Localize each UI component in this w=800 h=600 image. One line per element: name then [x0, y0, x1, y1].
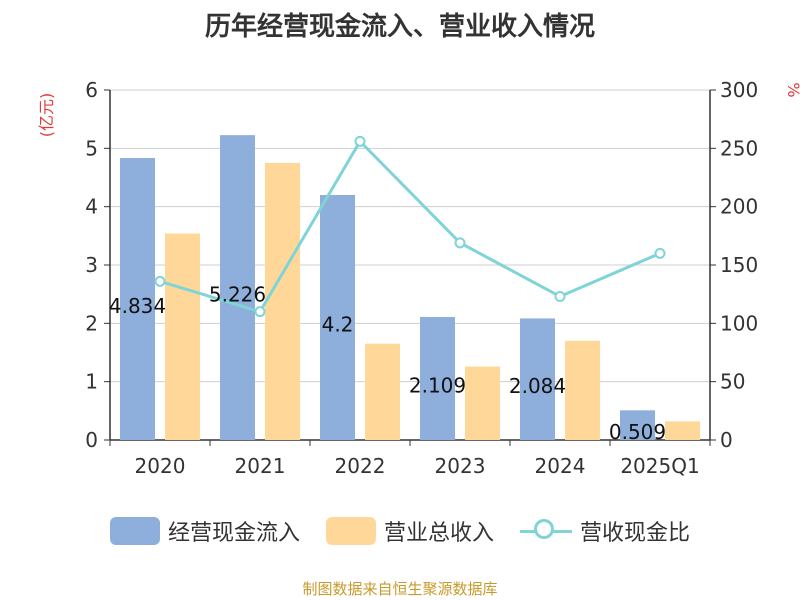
y-left-tick-label: 1 — [85, 370, 98, 394]
data-source-note: 制图数据来自恒生聚源数据库 — [302, 580, 498, 598]
bar-cash-inflow — [120, 158, 155, 440]
bar-revenue — [265, 162, 300, 440]
data-label-cash-inflow: 4.2 — [322, 313, 354, 337]
y-right-tick-label: 200 — [720, 195, 758, 219]
bar-revenue — [665, 421, 700, 440]
legend-swatch-revenue — [325, 517, 376, 545]
y-left-tick-label: 6 — [85, 78, 98, 102]
point-cash-ratio — [254, 306, 266, 318]
y-left-tick-label: 4 — [85, 195, 98, 219]
chart-title: 历年经营现金流入、营业收入情况 — [204, 12, 595, 42]
y-left-tick-label: 3 — [85, 253, 98, 277]
data-label-cash-inflow: 4.834 — [109, 294, 166, 318]
x-tick-label: 2022 — [335, 454, 386, 478]
y-right-tick-label: 300 — [720, 78, 758, 102]
bar-cash-inflow — [620, 410, 655, 440]
bar-cash-inflow — [220, 135, 255, 440]
x-tick-label: 2021 — [235, 454, 286, 478]
x-tick-label: 2023 — [435, 454, 486, 478]
point-cash-ratio — [454, 237, 466, 249]
point-cash-ratio — [654, 247, 666, 259]
bar-revenue — [165, 233, 200, 440]
legend-swatch-cash-inflow — [109, 517, 160, 545]
y-right-tick-label: 150 — [720, 253, 758, 277]
line-cash-ratio — [159, 138, 661, 314]
legend-swatch-cash-ratio — [520, 517, 572, 545]
y-left-unit: (亿元) — [37, 93, 56, 138]
y-right-unit: % — [784, 82, 800, 97]
data-label-cash-inflow: 5.226 — [209, 283, 266, 307]
x-tick-label: 2020 — [135, 454, 186, 478]
x-tick-label: 2025Q1 — [620, 454, 699, 478]
legend-item-cash-ratio[interactable]: 营收现金比 — [520, 515, 690, 547]
y-left-tick-label: 2 — [85, 311, 98, 335]
legend-label-revenue: 营业总收入 — [383, 521, 494, 546]
legend-label-cash-inflow: 经营现金流入 — [167, 521, 300, 546]
point-cash-ratio — [554, 291, 566, 302]
y-right-tick-label: 50 — [720, 370, 745, 394]
bar-revenue — [465, 366, 500, 440]
point-cash-ratio — [354, 135, 366, 147]
bar-cash-inflow — [420, 316, 455, 440]
y-right-tick-label: 0 — [720, 428, 733, 452]
bar-cash-inflow — [520, 318, 555, 440]
y-left-tick-label: 0 — [85, 428, 98, 452]
data-label-cash-inflow: 2.109 — [409, 373, 466, 397]
data-label-cash-inflow: 2.084 — [509, 374, 566, 398]
chart-legend: 经营现金流入 营业总收入 营收现金比 — [0, 515, 800, 547]
bar-cash-inflow — [320, 195, 355, 440]
y-right-tick-label: 100 — [720, 311, 758, 335]
x-tick-label: 2024 — [535, 454, 586, 478]
bar-revenue — [365, 343, 400, 440]
legend-item-revenue[interactable]: 营业总收入 — [325, 515, 494, 547]
data-label-cash-inflow: 0.509 — [609, 420, 666, 444]
y-right-tick-label: 250 — [720, 136, 758, 160]
y-left-tick-label: 5 — [85, 136, 98, 160]
legend-item-cash-inflow[interactable]: 经营现金流入 — [109, 515, 300, 547]
point-cash-ratio — [154, 275, 166, 287]
bar-revenue — [565, 340, 600, 440]
legend-label-cash-ratio: 营收现金比 — [580, 521, 691, 546]
